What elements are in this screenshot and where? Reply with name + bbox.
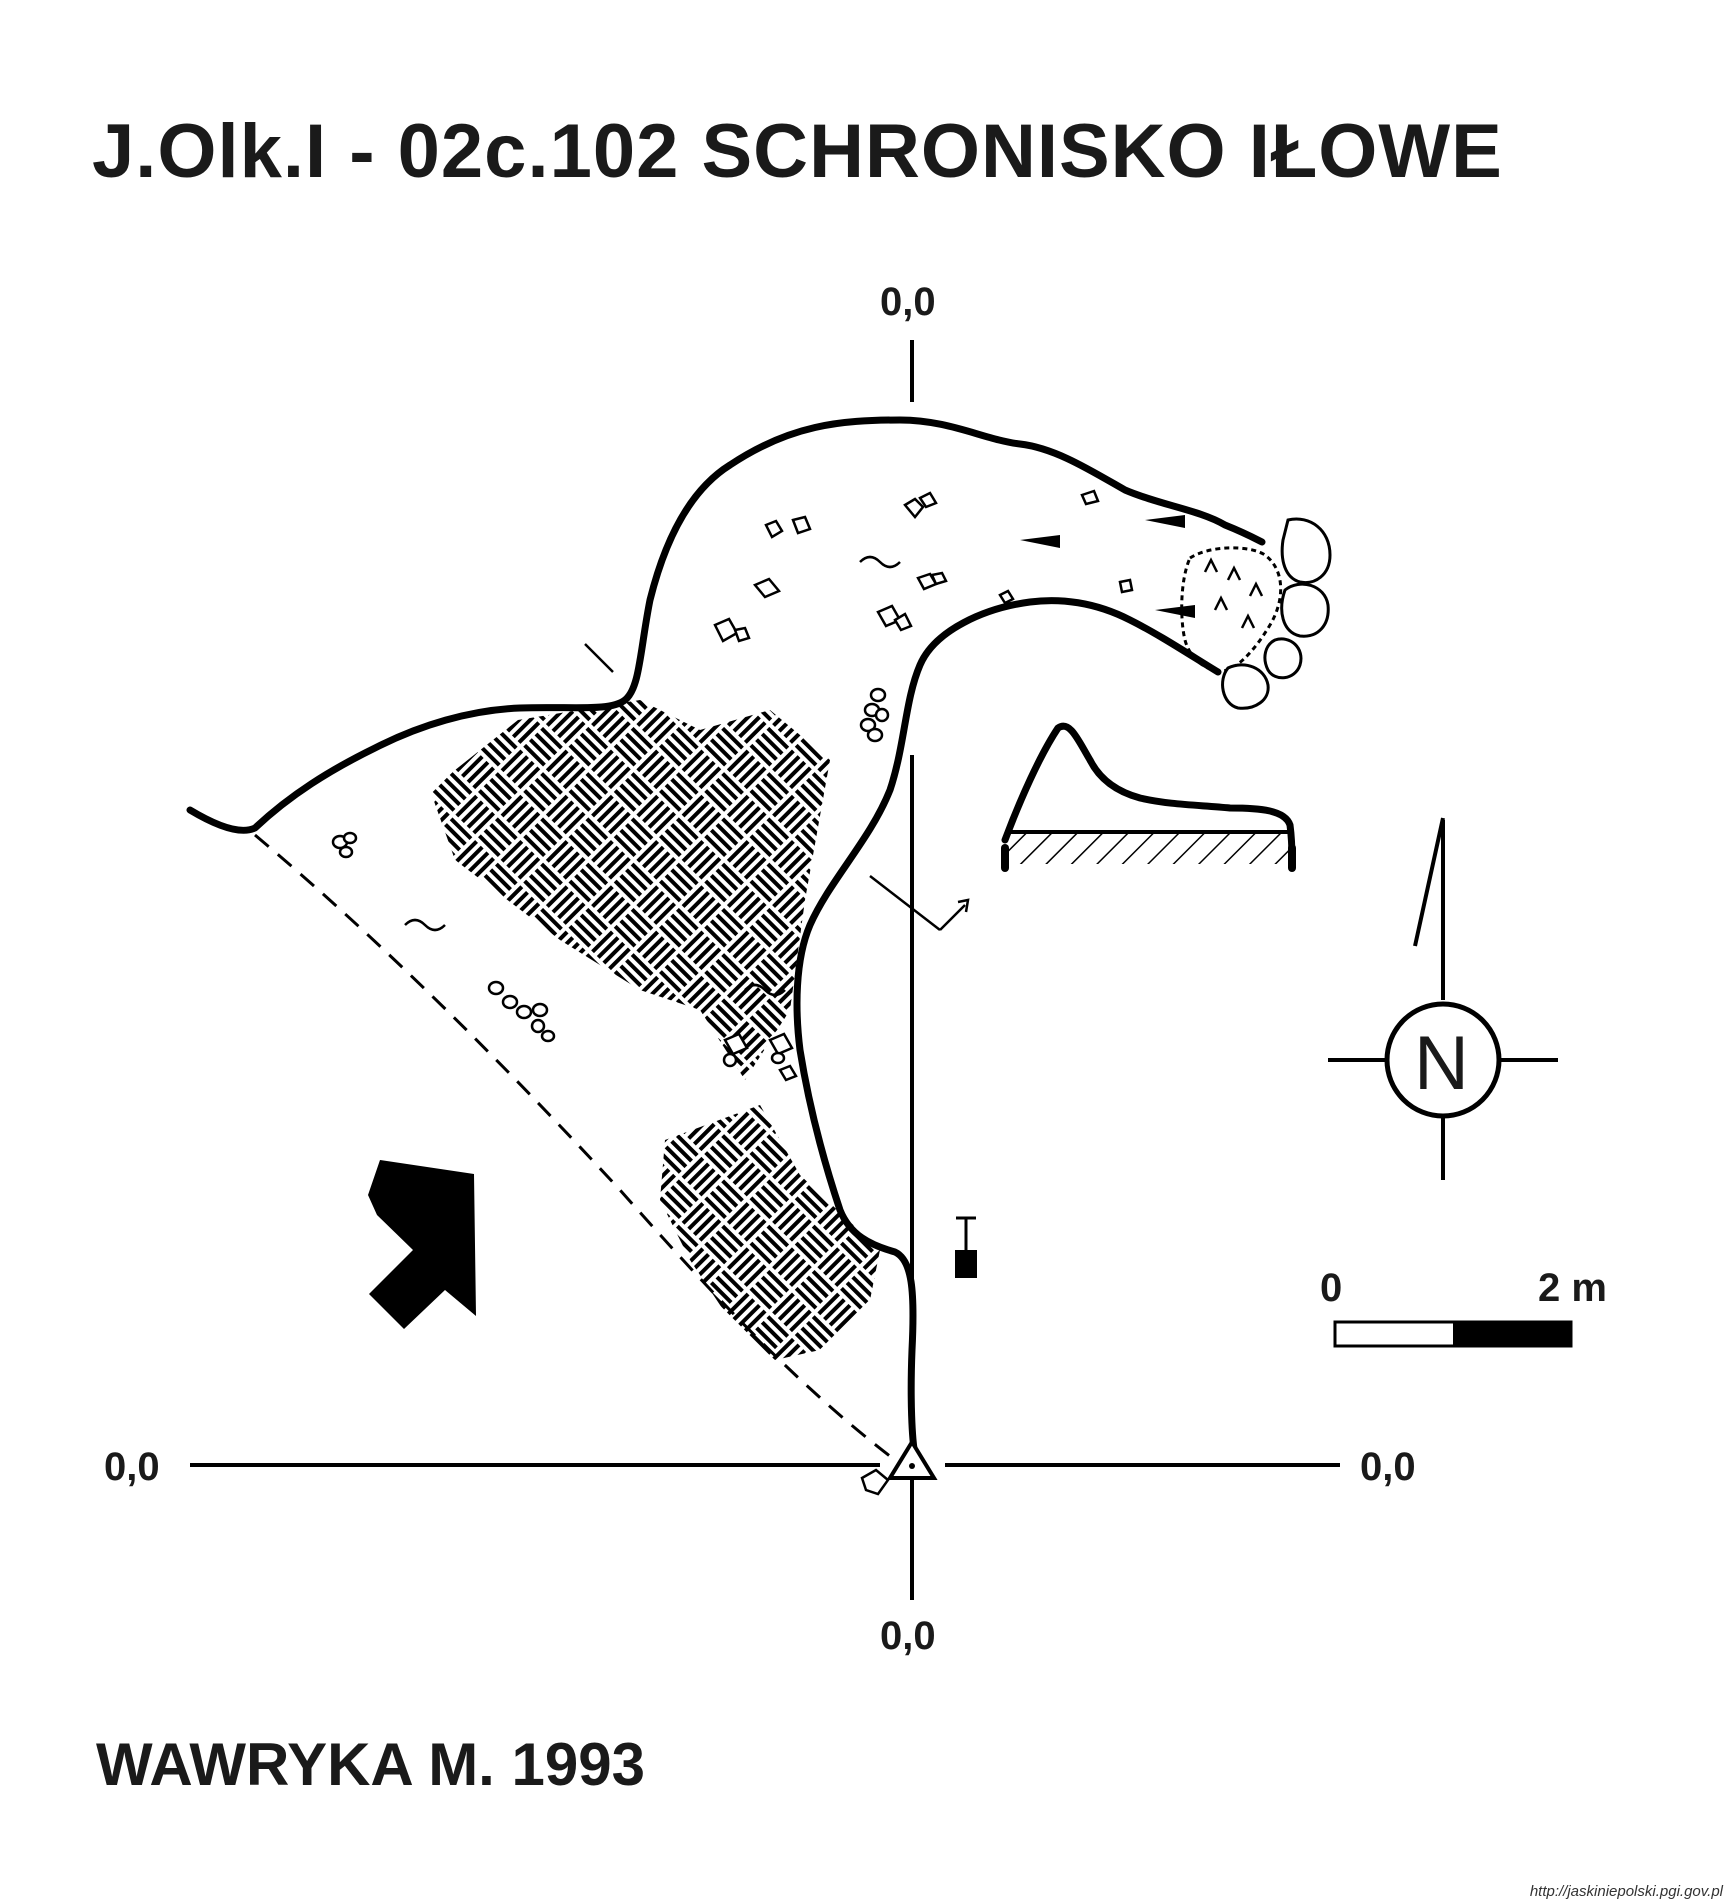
boulder-choke	[1180, 517, 1332, 710]
coord-label-left: 0,0	[104, 1445, 160, 1489]
source-url: http://jaskiniepolski.pgi.gov.pl	[1529, 1883, 1723, 1900]
spade-icon	[955, 1216, 977, 1278]
compass-icon	[1328, 817, 1558, 1180]
slope-markers	[1020, 515, 1195, 618]
entrance-arrow-icon	[368, 1160, 476, 1329]
coord-label-top: 0,0	[880, 280, 936, 324]
section-line	[584, 643, 970, 931]
scale-bar	[1333, 1320, 1573, 1348]
clay-fill-lower	[660, 1105, 880, 1360]
coord-label-bottom: 0,0	[880, 1614, 936, 1658]
rock-debris	[331, 489, 1134, 1496]
scale-label-start: 0	[1320, 1266, 1343, 1310]
survey-station-icon	[886, 1438, 938, 1480]
clay-fill-upper	[430, 700, 830, 1080]
section-floor	[1001, 830, 1296, 872]
author-credit: WAWRYKA M. 1993	[96, 1731, 645, 1798]
dripline	[254, 833, 896, 1462]
compass-letter: N	[1414, 1021, 1469, 1106]
map-title: J.Olk.I - 02c.102 SCHRONISKO IŁOWE	[92, 109, 1503, 194]
scale-label-end: 2 m	[1538, 1266, 1607, 1310]
cave-outline	[186, 416, 1296, 1459]
coord-label-right: 0,0	[1360, 1445, 1416, 1489]
clay-symbols	[404, 555, 901, 997]
